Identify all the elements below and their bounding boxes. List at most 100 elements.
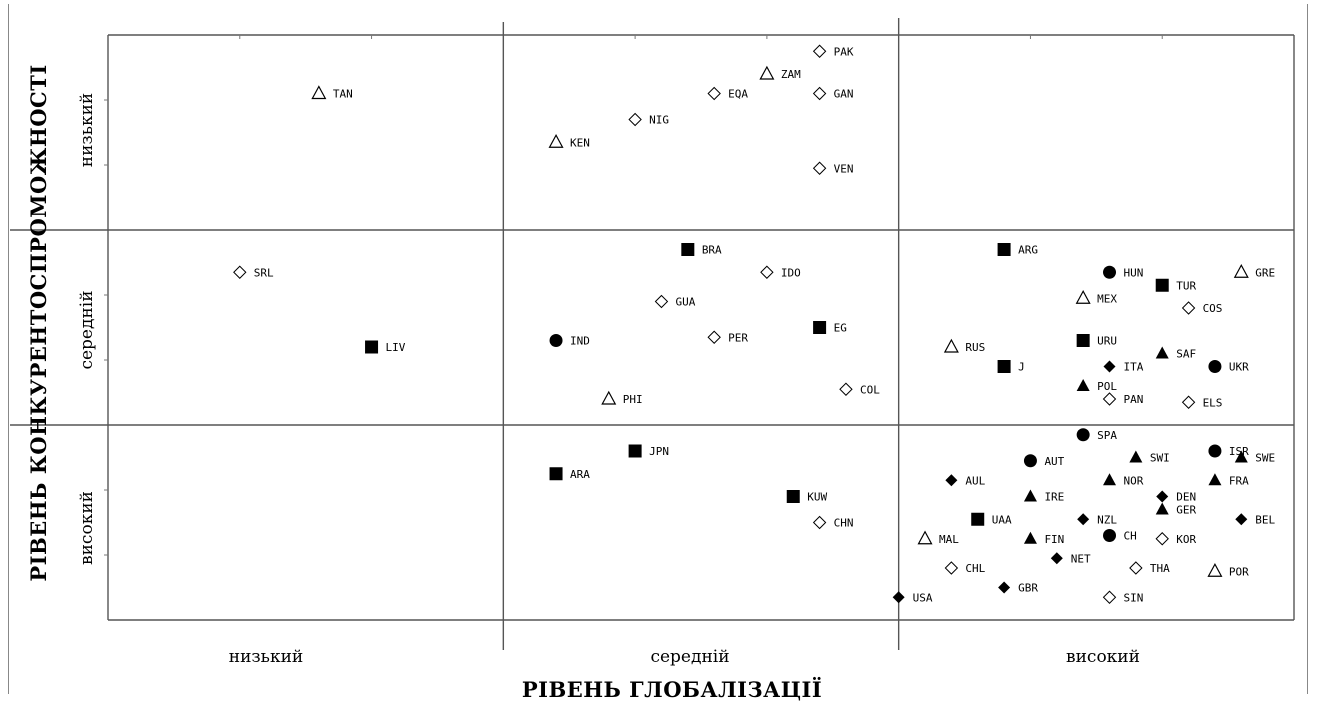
point-ven <box>812 161 827 175</box>
point-den <box>1156 490 1169 503</box>
point-arg <box>997 243 1011 256</box>
point-hun <box>1103 265 1117 279</box>
point-swe <box>1234 450 1248 463</box>
point-ger <box>1155 502 1169 515</box>
point-label-ido: IDO <box>781 266 801 279</box>
point-label-fin: FIN <box>1044 533 1064 546</box>
point-label-pol: POL <box>1097 380 1117 393</box>
point-label-por: POR <box>1229 565 1249 578</box>
point-label-cos: COS <box>1203 302 1223 315</box>
point-label-usa: USA <box>913 591 933 604</box>
point-label-ukr: UKR <box>1229 361 1249 374</box>
point-els <box>1181 395 1196 409</box>
point-label-nor: NOR <box>1124 474 1144 487</box>
point-label-sin: SIN <box>1124 591 1144 604</box>
x-axis-title: РІВЕНЬ ГЛОБАЛІЗАЦІЇ <box>522 677 822 702</box>
point-label-kor: KOR <box>1176 533 1196 546</box>
point-label-den: DEN <box>1176 491 1196 504</box>
point-label-kuw: KUW <box>807 491 827 504</box>
point-saf <box>1155 346 1169 359</box>
point-label-nzl: NZL <box>1097 513 1117 526</box>
point-ind <box>549 334 563 347</box>
point-label-saf: SAF <box>1176 348 1196 361</box>
point-label-eqa: EQA <box>728 88 748 101</box>
point-tha <box>1129 561 1143 575</box>
point-j <box>997 360 1011 373</box>
point-label-ind: IND <box>570 335 590 348</box>
point-label-gan: GAN <box>834 88 854 101</box>
point-label-mex: MEX <box>1097 292 1117 305</box>
point-kuw <box>786 490 800 503</box>
point-label-fra: FRA <box>1229 474 1249 487</box>
point-label-ire: IRE <box>1044 491 1064 504</box>
point-per <box>707 330 721 344</box>
point-label-pak: PAK <box>834 45 854 58</box>
point-label-els: ELS <box>1203 396 1223 409</box>
point-label-uaa: UAA <box>992 513 1012 526</box>
point-label-nig: NIG <box>649 114 669 127</box>
point-label-uru: URU <box>1097 335 1117 348</box>
point-bra <box>681 243 695 256</box>
point-label-net: NET <box>1071 552 1091 565</box>
y-tick-label-high: високий <box>77 491 97 565</box>
axis-labels: низький середній високий РІВЕНЬ ГЛОБАЛІЗ… <box>26 64 1140 702</box>
point-ken <box>548 133 564 148</box>
point-nig <box>628 112 642 127</box>
point-label-isr: ISR <box>1229 445 1249 458</box>
point-uaa <box>971 512 985 526</box>
point-label-ken: KEN <box>570 136 590 149</box>
point-label-gbr: GBR <box>1018 582 1038 595</box>
point-nzl <box>1077 513 1090 526</box>
point-chl <box>944 561 959 575</box>
point-fin <box>1023 531 1037 544</box>
quadrant-grid <box>10 18 1295 650</box>
point-label-ara: ARA <box>570 468 590 481</box>
points-layer: TAN PAK ZAM EQA GAN NIG KEN VEN SRL LIV BRA IDO GUA E… <box>233 44 1276 604</box>
point-isr <box>1208 444 1222 458</box>
point-aut <box>1023 454 1037 468</box>
point-ita <box>1103 360 1116 373</box>
point-cos <box>1181 301 1196 315</box>
point-usa <box>892 591 905 604</box>
point-label-ch: CH <box>1124 530 1137 543</box>
point-col <box>839 382 853 396</box>
point-gua <box>654 294 669 309</box>
point-pak <box>812 44 827 58</box>
point-label-col: COL <box>860 383 880 396</box>
point-label-ven: VEN <box>834 162 854 175</box>
point-srl <box>233 265 247 279</box>
figure-frame <box>8 4 1308 694</box>
point-chn <box>812 515 827 530</box>
point-label-eg: EG <box>834 322 847 335</box>
point-por <box>1207 562 1223 577</box>
point-gan <box>812 86 827 101</box>
point-label-jpn: JPN <box>649 445 669 458</box>
point-label-tha: THA <box>1150 562 1170 575</box>
point-label-aul: AUL <box>965 474 985 487</box>
point-label-rus: RUS <box>965 341 985 354</box>
point-label-liv: LIV <box>386 341 406 354</box>
point-label-spa: SPA <box>1097 429 1117 442</box>
point-ire <box>1023 489 1037 502</box>
point-uru <box>1076 334 1090 347</box>
point-label-phi: PHI <box>623 393 643 406</box>
point-label-pan: PAN <box>1124 393 1144 406</box>
point-label-zam: ZAM <box>781 68 801 81</box>
point-label-srl: SRL <box>254 266 274 279</box>
point-label-tur: TUR <box>1176 279 1196 292</box>
point-label-chn: CHN <box>834 517 854 530</box>
point-kor <box>1155 532 1169 546</box>
point-label-swi: SWI <box>1150 452 1170 465</box>
y-tick-label-medium: середній <box>77 290 97 369</box>
point-swi <box>1129 450 1143 463</box>
point-mex <box>1075 289 1091 304</box>
point-phi <box>601 390 617 405</box>
point-label-j: J <box>1018 361 1025 374</box>
point-zam <box>759 65 775 80</box>
point-pol <box>1076 379 1090 391</box>
point-eg <box>813 321 827 334</box>
point-fra <box>1208 473 1222 486</box>
point-tan <box>311 85 327 100</box>
point-label-mal: MAL <box>939 533 959 546</box>
